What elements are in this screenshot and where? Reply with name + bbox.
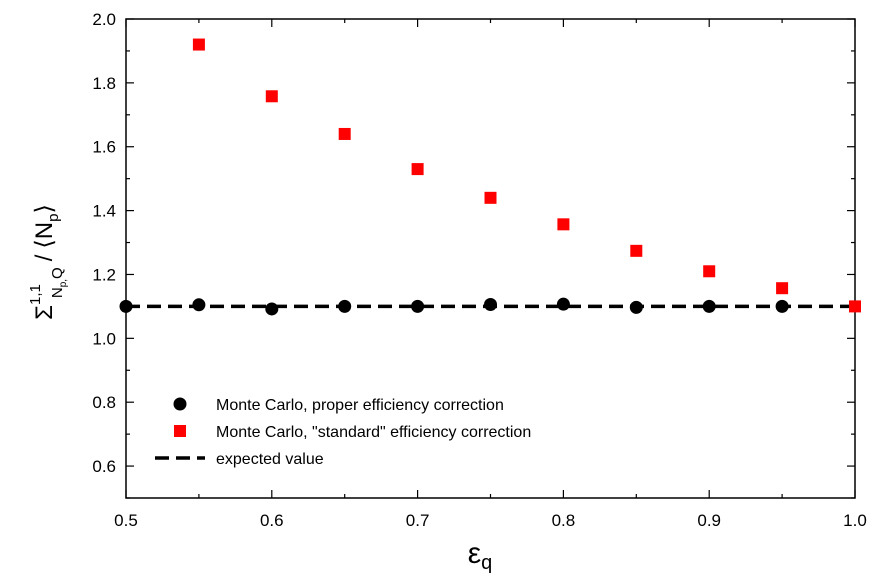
data-point-proper	[192, 298, 206, 312]
data-point-proper	[411, 299, 425, 313]
y-label-sup: 1,1	[27, 284, 44, 305]
data-point-standard	[557, 218, 570, 231]
y-tick-label: 2.0	[92, 10, 116, 29]
data-point-standard	[849, 300, 861, 313]
data-point-proper	[484, 297, 497, 311]
y-axis-title: Σ1,1 Np,Q / ⟨Np⟩	[27, 204, 69, 320]
legend-marker-standard	[174, 425, 186, 437]
legend-marker-proper	[173, 397, 187, 411]
x-axis-title: εq	[468, 537, 493, 574]
data-point-proper	[556, 297, 570, 311]
x-tick-label: 0.7	[406, 511, 430, 530]
data-point-standard	[703, 265, 716, 278]
y-label-mean: ⟨N	[31, 222, 58, 249]
x-label-main: ε	[468, 537, 481, 570]
data-point-proper	[119, 299, 133, 313]
data-point-proper	[338, 299, 352, 313]
legend-label-proper: Monte Carlo, proper efficiency correctio…	[216, 397, 504, 414]
data-point-standard	[630, 244, 643, 257]
x-tick-label: 1.0	[843, 511, 867, 530]
y-label-subsub: p,	[58, 279, 69, 287]
svg-text:Σ1,1Np,Q/⟨Np⟩: Σ1,1 Np,Q / ⟨Np⟩	[27, 204, 69, 320]
y-label-mean-sub: p	[45, 214, 62, 222]
y-tick-label: 1.0	[92, 329, 116, 348]
data-point-standard	[338, 127, 351, 140]
data-point-standard	[192, 38, 205, 51]
legend: Monte Carlo, proper efficiency correctio…	[155, 397, 531, 468]
y-tick-label: 1.4	[92, 202, 116, 221]
x-tick-label: 0.5	[114, 511, 138, 530]
y-tick-label: 1.2	[92, 265, 116, 284]
y-tick-label: 0.6	[92, 457, 116, 476]
data-point-standard	[776, 282, 789, 295]
y-tick-label: 1.6	[92, 138, 116, 157]
legend-label-standard: Monte Carlo, "standard" efficiency corre…	[216, 424, 531, 441]
y-tick-label: 0.8	[92, 393, 116, 412]
y-label-sub: N	[49, 287, 66, 298]
x-tick-label: 0.9	[697, 511, 721, 530]
x-tick-label: 0.6	[260, 511, 284, 530]
data-point-proper	[775, 299, 789, 313]
y-label-mean-close: ⟩	[31, 204, 58, 213]
data-point-standard	[411, 163, 424, 176]
x-label-sub: q	[481, 552, 492, 574]
legend-label-expected: expected value	[216, 451, 324, 468]
y-label-sub2: Q	[49, 267, 66, 279]
x-tick-label: 0.8	[552, 511, 576, 530]
data-point-proper	[629, 300, 643, 314]
data-point-standard	[484, 191, 497, 204]
y-label-divider: /	[31, 254, 58, 261]
y-tick-label: 1.8	[92, 74, 116, 93]
y-label-sigma: Σ	[31, 305, 58, 320]
data-point-proper	[265, 302, 279, 316]
data-point-proper	[702, 299, 716, 313]
data-point-standard	[265, 90, 278, 103]
